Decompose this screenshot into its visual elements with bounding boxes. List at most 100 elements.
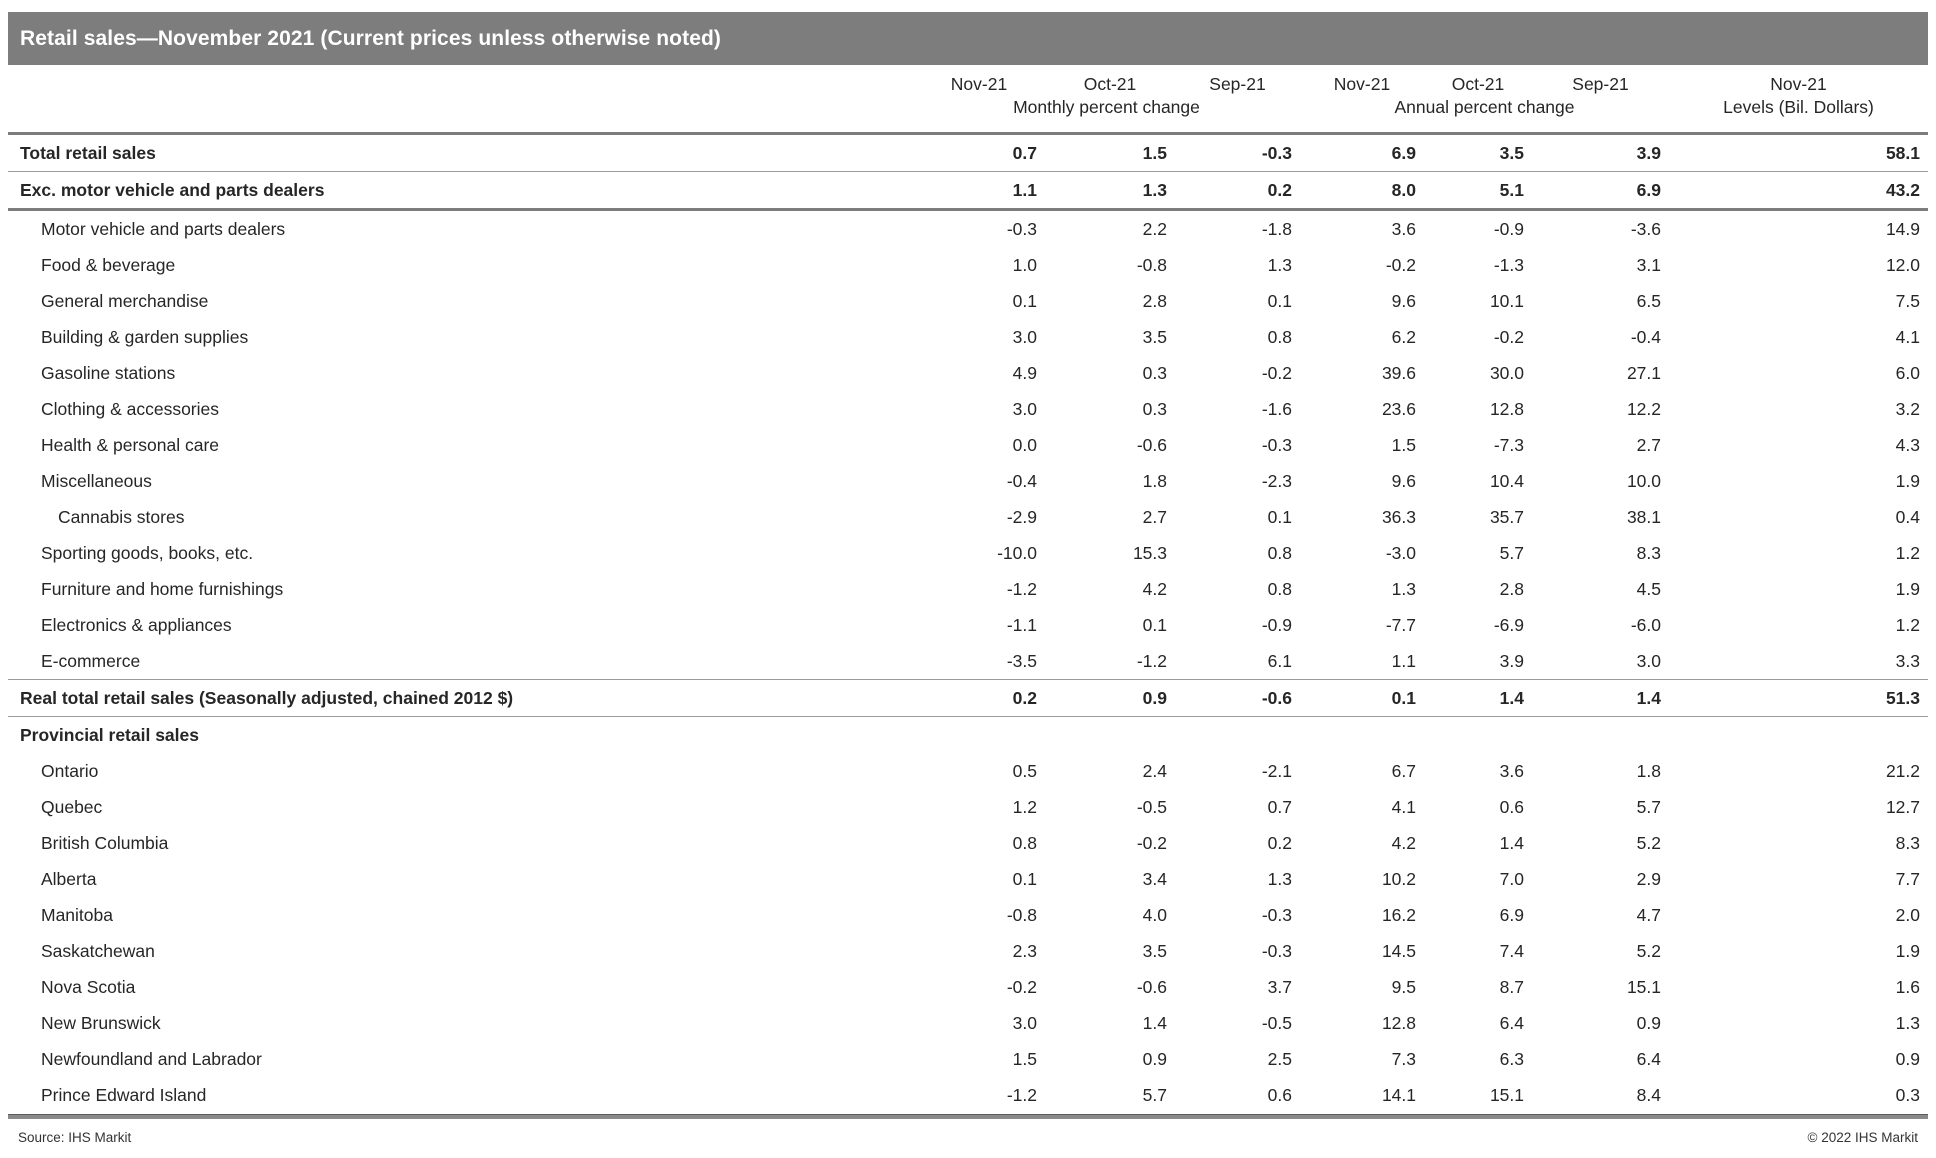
table-row: Gasoline stations 4.9 0.3 -0.2 39.6 30.0 27.1 6… <box>8 355 1928 391</box>
table-row: Alberta 0.1 3.4 1.3 10.2 7.0 2.9 7.7 <box>8 861 1928 897</box>
cell-value: 1.9 <box>1895 470 1920 491</box>
row-label: Food & beverage <box>41 254 176 275</box>
row-label: Electronics & appliances <box>41 614 232 635</box>
cell-value: -0.2 <box>1493 326 1524 347</box>
row-label: Nova Scotia <box>41 976 136 997</box>
cell-value: 12.2 <box>1626 398 1661 419</box>
col-header-monthly-oct21: Oct-21 <box>1083 74 1137 94</box>
cell-value: -2.3 <box>1261 470 1292 491</box>
cell-value: 1.1 <box>913 171 1045 211</box>
cell-value: 0.8 <box>1267 578 1292 599</box>
cell-value: 6.9 <box>1532 171 1669 211</box>
header-groups-row: Monthly percent change Annual percent ch… <box>8 97 1928 135</box>
source-note: Source: IHS Markit <box>18 1130 132 1145</box>
cell-value: -3.5 <box>913 643 1045 680</box>
table-body: Total retail sales 0.7 1.5 -0.3 6.9 3.5 3.9 58.… <box>8 133 1928 1114</box>
header-dates-row: Nov-21 Oct-21 Sep-21 Nov-21 Oct-21 Sep-2… <box>8 65 1928 97</box>
cell-value: 6.4 <box>1636 1048 1661 1069</box>
table-row: Newfoundland and Labrador 1.5 0.9 2.5 7.3 6.3… <box>8 1041 1928 1077</box>
cell-value: -7.3 <box>1493 434 1524 455</box>
table-row: Furniture and home furnishings -1.2 4.2 0.8… <box>8 571 1928 607</box>
cell-value: 0.6 <box>1267 1084 1292 1105</box>
cell-value: 10.4 <box>1489 470 1524 491</box>
cell-value: 30.0 <box>1489 362 1524 383</box>
cell-value: 38.1 <box>1626 506 1661 527</box>
cell-value: 1.8 <box>1142 470 1167 491</box>
cell-value: 36.3 <box>1381 506 1416 527</box>
table-footer: Source: IHS Markit © 2022 IHS Markit <box>8 1119 1928 1145</box>
cell-value: 1.0 <box>1012 254 1037 275</box>
cell-value: 0.9 <box>1045 679 1175 717</box>
cell-value <box>1300 717 1424 754</box>
row-label: Manitoba <box>41 904 113 925</box>
cell-value: -0.6 <box>1175 679 1300 717</box>
cell-value: 1.4 <box>1424 679 1532 717</box>
cell-value: 16.2 <box>1381 904 1416 925</box>
cell-value: 6.9 <box>1499 904 1524 925</box>
header-spacer <box>8 65 913 97</box>
cell-value: 21.2 <box>1885 760 1920 781</box>
cell-value: -3.0 <box>1385 542 1416 563</box>
row-label: Cannabis stores <box>58 506 185 527</box>
table-row: British Columbia 0.8 -0.2 0.2 4.2 1.4 5.2 8.3 <box>8 825 1928 861</box>
cell-value: 51.3 <box>1669 679 1928 717</box>
cell-value: 6.4 <box>1499 1012 1524 1033</box>
row-label: Clothing & accessories <box>41 398 219 419</box>
header-spacer <box>8 97 913 135</box>
group-header-levels: Levels (Bil. Dollars) <box>1669 97 1928 135</box>
cell-value: 23.6 <box>1381 398 1416 419</box>
cell-value: -1.8 <box>1261 218 1292 239</box>
cell-value: 0.2 <box>1175 171 1300 211</box>
cell-value: 12.8 <box>1381 1012 1416 1033</box>
col-header-annual-oct21: Oct-21 <box>1451 74 1505 94</box>
cell-value: -10.0 <box>997 542 1037 563</box>
group-header-monthly-percent-change: Monthly percent change <box>913 97 1300 135</box>
cell-value: 0.3 <box>1142 398 1167 419</box>
cell-value: 4.5 <box>1636 578 1661 599</box>
cell-value: 2.4 <box>1142 760 1167 781</box>
cell-value: 9.6 <box>1391 470 1416 491</box>
table-header: Nov-21 Oct-21 Sep-21 Nov-21 Oct-21 Sep-2… <box>8 65 1928 135</box>
row-label: Gasoline stations <box>41 362 176 383</box>
cell-value: 7.0 <box>1499 868 1524 889</box>
cell-value: 1.5 <box>1391 434 1416 455</box>
cell-value: 1.4 <box>1532 679 1669 717</box>
cell-value: 0.1 <box>1012 290 1037 311</box>
cell-value: -0.6 <box>1136 976 1167 997</box>
cell-value: 1.1 <box>1300 643 1424 680</box>
cell-value: -1.2 <box>1006 578 1037 599</box>
cell-value: -1.2 <box>1006 1084 1037 1105</box>
cell-value: 9.5 <box>1391 976 1416 997</box>
cell-value: 15.3 <box>1132 542 1167 563</box>
row-label: Health & personal care <box>41 434 220 455</box>
cell-value: 7.5 <box>1895 290 1920 311</box>
cell-value: 6.3 <box>1499 1048 1524 1069</box>
cell-value: 4.2 <box>1142 578 1167 599</box>
cell-value <box>1175 717 1300 754</box>
table-row: Ontario 0.5 2.4 -2.1 6.7 3.6 1.8 21.2 <box>8 753 1928 789</box>
cell-value: 3.5 <box>1142 940 1167 961</box>
cell-value: 58.1 <box>1669 133 1928 172</box>
table-row: Miscellaneous -0.4 1.8 -2.3 9.6 10.4 10.0 1.9 <box>8 463 1928 499</box>
cell-value: 8.0 <box>1300 171 1424 211</box>
row-label: New Brunswick <box>41 1012 161 1033</box>
cell-value: -6.0 <box>1630 614 1661 635</box>
cell-value: 0.1 <box>1267 506 1292 527</box>
cell-value: 2.8 <box>1142 290 1167 311</box>
cell-value: 0.7 <box>913 133 1045 172</box>
row-label: General merchandise <box>41 290 209 311</box>
cell-value: 1.6 <box>1895 976 1920 997</box>
row-label: Real total retail sales (Seasonally adju… <box>8 679 913 717</box>
table-row: Provincial retail sales <box>8 717 1928 754</box>
cell-value: -0.9 <box>1493 218 1524 239</box>
cell-value: 7.3 <box>1391 1048 1416 1069</box>
cell-value: 8.7 <box>1499 976 1524 997</box>
cell-value <box>1045 717 1175 754</box>
table-row: New Brunswick 3.0 1.4 -0.5 12.8 6.4 0.9 1.3 <box>8 1005 1928 1041</box>
cell-value: 6.5 <box>1636 290 1661 311</box>
cell-value: 4.7 <box>1636 904 1661 925</box>
cell-value: 4.1 <box>1895 326 1920 347</box>
cell-value: 0.8 <box>1012 832 1037 853</box>
cell-value: 3.9 <box>1532 133 1669 172</box>
